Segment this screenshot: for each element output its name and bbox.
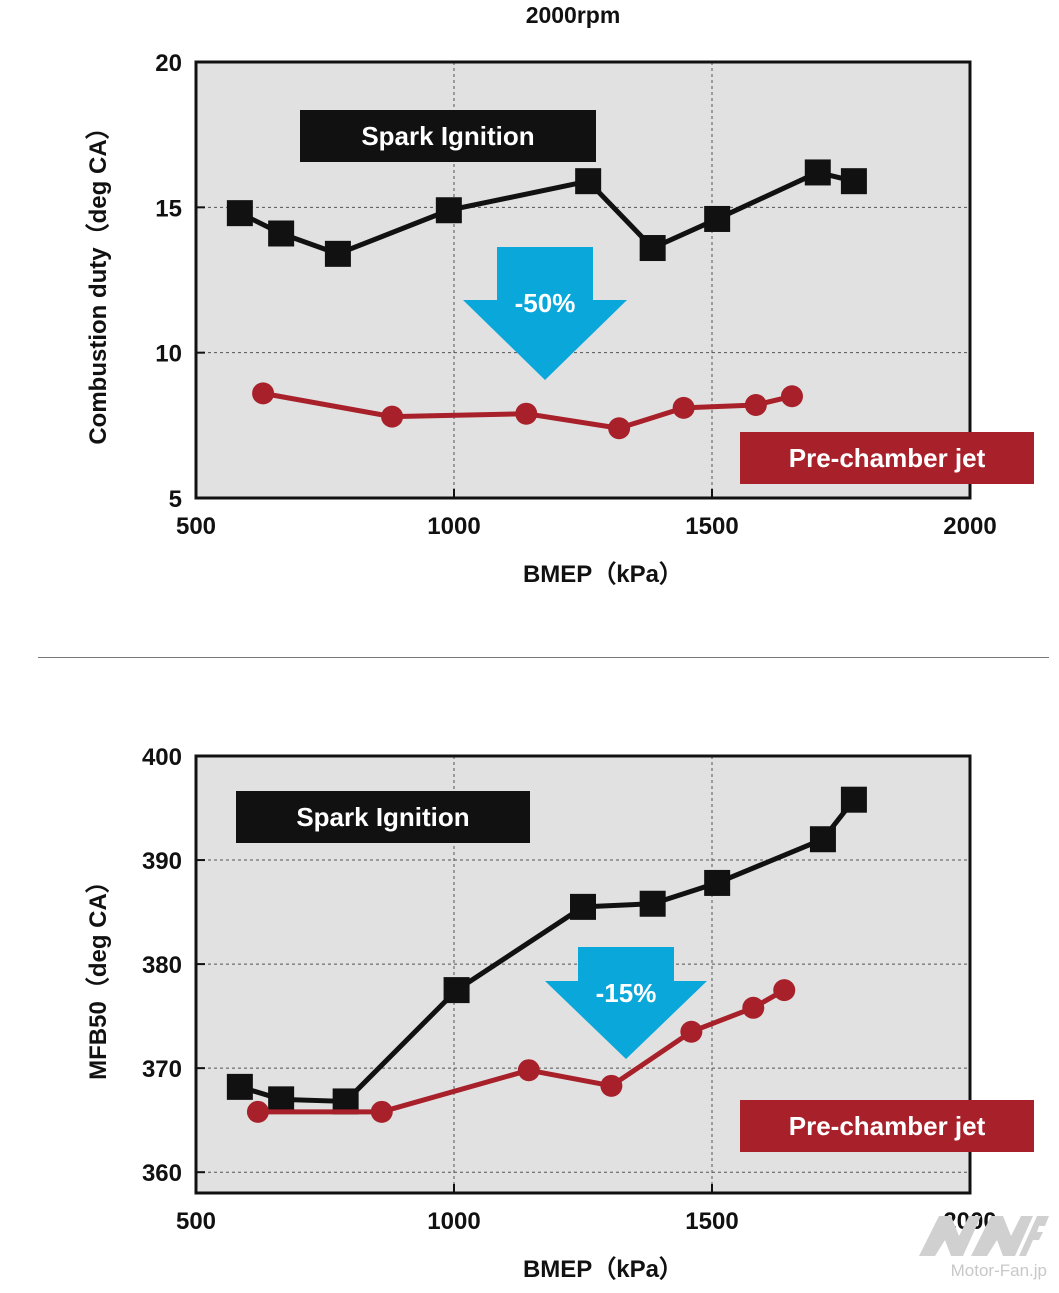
plot-frame bbox=[194, 754, 972, 1195]
pre-chamber-point bbox=[672, 396, 695, 419]
spark-ignition-point bbox=[268, 1086, 295, 1113]
spark-ignition-point bbox=[809, 826, 836, 853]
x-tick-label: 500 bbox=[176, 513, 216, 540]
y-axis-label: MFB50（deg CA） bbox=[85, 869, 112, 1080]
spark-ignition-point bbox=[840, 786, 867, 813]
pre-chamber-point bbox=[680, 1020, 703, 1043]
mfb50-chart: 360370380390400500100015002000BMEP（kPa）M… bbox=[85, 744, 1034, 1283]
pre-chamber-point bbox=[515, 402, 538, 425]
y-tick-label: 390 bbox=[142, 848, 182, 875]
y-tick-label: 5 bbox=[169, 486, 182, 513]
spark-ignition-point bbox=[435, 197, 462, 224]
plot-frame bbox=[194, 60, 972, 500]
pre-chamber-point bbox=[608, 417, 631, 440]
pre-chamber-point bbox=[773, 979, 796, 1002]
pre-chamber-legend bbox=[740, 432, 1034, 484]
y-tick-label: 370 bbox=[142, 1056, 182, 1083]
chart-title: 2000rpm bbox=[525, 2, 621, 28]
y-tick-label: 20 bbox=[155, 50, 182, 77]
spark-ignition-point bbox=[570, 893, 596, 920]
spark-ignition-legend bbox=[300, 110, 596, 162]
pre-chamber-point bbox=[246, 1100, 269, 1123]
spark-ignition-point bbox=[704, 205, 731, 232]
pre-chamber-legend-label: Pre-chamber jet bbox=[789, 1111, 986, 1141]
spark-ignition-point bbox=[226, 1073, 253, 1100]
spark-ignition-point bbox=[639, 890, 666, 917]
pre-chamber-legend bbox=[740, 1100, 1034, 1152]
x-axis-label: BMEP（kPa） bbox=[523, 1256, 683, 1283]
spark-ignition-point bbox=[704, 869, 731, 896]
reduction-label: -15% bbox=[596, 978, 657, 1008]
chart-divider bbox=[38, 657, 1049, 658]
spark-ignition-legend-label: Spark Ignition bbox=[361, 121, 534, 151]
pre-chamber-point bbox=[252, 382, 275, 405]
pre-chamber-point bbox=[381, 405, 404, 428]
y-tick-label: 380 bbox=[142, 952, 182, 979]
reduction-arrow bbox=[545, 947, 707, 1059]
pre-chamber-point bbox=[780, 385, 803, 408]
combustion-duty-chart: 5 10 15 20 500 1000 1500 2000 BMEP（kPa） Combustio… bbox=[85, 50, 1034, 588]
x-tick-label: 2000 bbox=[943, 513, 996, 540]
pre-chamber-point bbox=[600, 1074, 623, 1097]
y-tick-label: 15 bbox=[155, 195, 182, 222]
pre-chamber-point bbox=[744, 393, 767, 416]
x-tick-label: 1000 bbox=[427, 1208, 480, 1235]
spark-ignition-point bbox=[443, 977, 470, 1004]
x-axis-label: BMEP（kPa） bbox=[523, 561, 683, 588]
spark-ignition-point bbox=[226, 200, 253, 227]
spark-ignition-point bbox=[575, 168, 602, 195]
x-tick-label: 1500 bbox=[685, 1208, 738, 1235]
watermark-text: Motor-Fan.jp bbox=[950, 1261, 1047, 1280]
spark-ignition-point bbox=[268, 220, 295, 247]
spark-ignition-point bbox=[804, 159, 831, 186]
spark-ignition-point bbox=[840, 168, 867, 195]
x-tick-label: 500 bbox=[176, 1208, 216, 1235]
pre-chamber-point bbox=[370, 1100, 393, 1123]
spark-ignition-point bbox=[639, 235, 666, 262]
y-tick-label: 360 bbox=[142, 1160, 182, 1187]
spark-ignition-point bbox=[324, 240, 351, 267]
x-tick-label: 1000 bbox=[427, 513, 480, 540]
spark-ignition-legend bbox=[236, 791, 530, 843]
pre-chamber-point bbox=[517, 1059, 540, 1082]
y-tick-label: 400 bbox=[142, 744, 182, 771]
spark-ignition-legend-label: Spark Ignition bbox=[296, 802, 469, 832]
pre-chamber-point bbox=[742, 996, 765, 1019]
pre-chamber-legend-label: Pre-chamber jet bbox=[789, 443, 986, 473]
reduction-arrow bbox=[463, 247, 627, 380]
x-tick-label: 1500 bbox=[685, 513, 738, 540]
reduction-label: -50% bbox=[515, 288, 576, 318]
y-axis-label: Combustion duty（deg CA） bbox=[85, 115, 112, 444]
motor-fan-logo bbox=[919, 1216, 1049, 1256]
y-tick-label: 10 bbox=[155, 341, 182, 368]
